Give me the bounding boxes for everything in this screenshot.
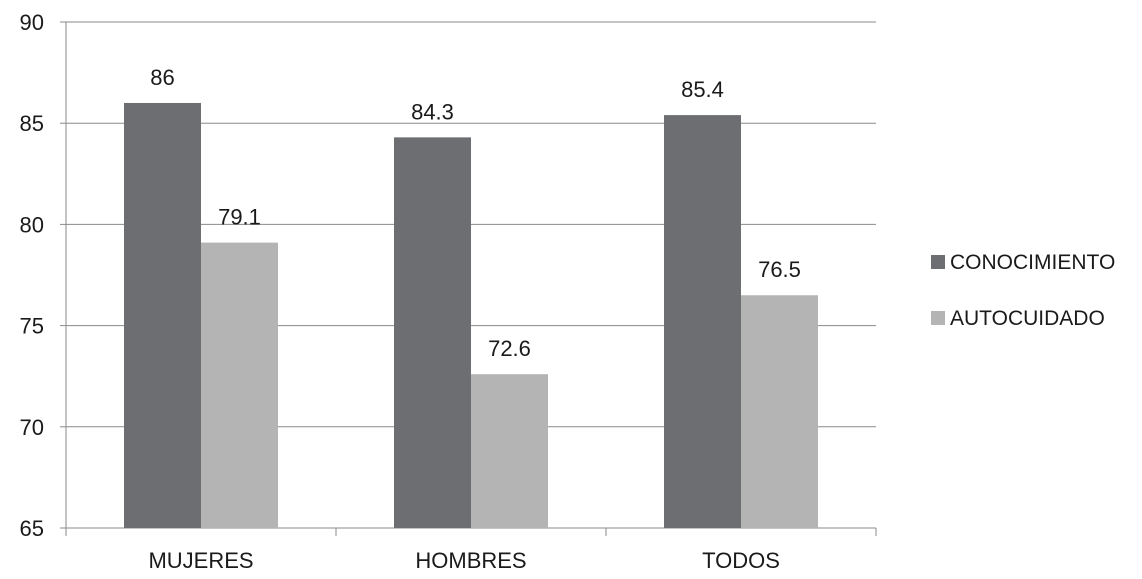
data-label: 85.4 [681,77,724,102]
bar-autocuidado-mujeres [201,242,278,528]
legend-label-conocimiento: CONOCIMIENTO [950,251,1115,274]
y-tick-label: 85 [20,111,44,136]
bar-conocimiento-hombres [394,137,471,529]
data-label: 72.6 [488,336,531,361]
data-labels: 86 84.3 85.4 79.1 72.6 76.5 [150,65,801,361]
legend-label-autocuidado: AUTOCUIDADO [950,307,1105,330]
data-label: 84.3 [411,99,454,124]
bar-conocimiento-mujeres [124,102,201,529]
y-tick-label: 75 [20,314,44,339]
x-tick-label: HOMBRES [415,548,526,573]
y-tick-label: 90 [20,10,44,35]
data-label: 79.1 [218,205,261,230]
data-label: 76.5 [758,257,801,282]
legend: CONOCIMIENTO AUTOCUIDADO [931,251,1115,330]
y-tick-label: 70 [20,415,44,440]
legend-swatch-conocimiento [931,255,945,269]
bar-autocuidado-hombres [471,374,548,528]
data-label: 86 [150,65,174,90]
x-tick-label: MUJERES [148,548,253,573]
x-tick-label: TODOS [702,548,780,573]
y-tick-label: 80 [20,212,44,237]
y-tick-label: 65 [20,516,44,541]
bar-conocimiento-todos [664,115,741,528]
legend-swatch-autocuidado [931,311,945,325]
bar-autocuidado-todos [741,295,818,528]
bars [124,102,818,529]
